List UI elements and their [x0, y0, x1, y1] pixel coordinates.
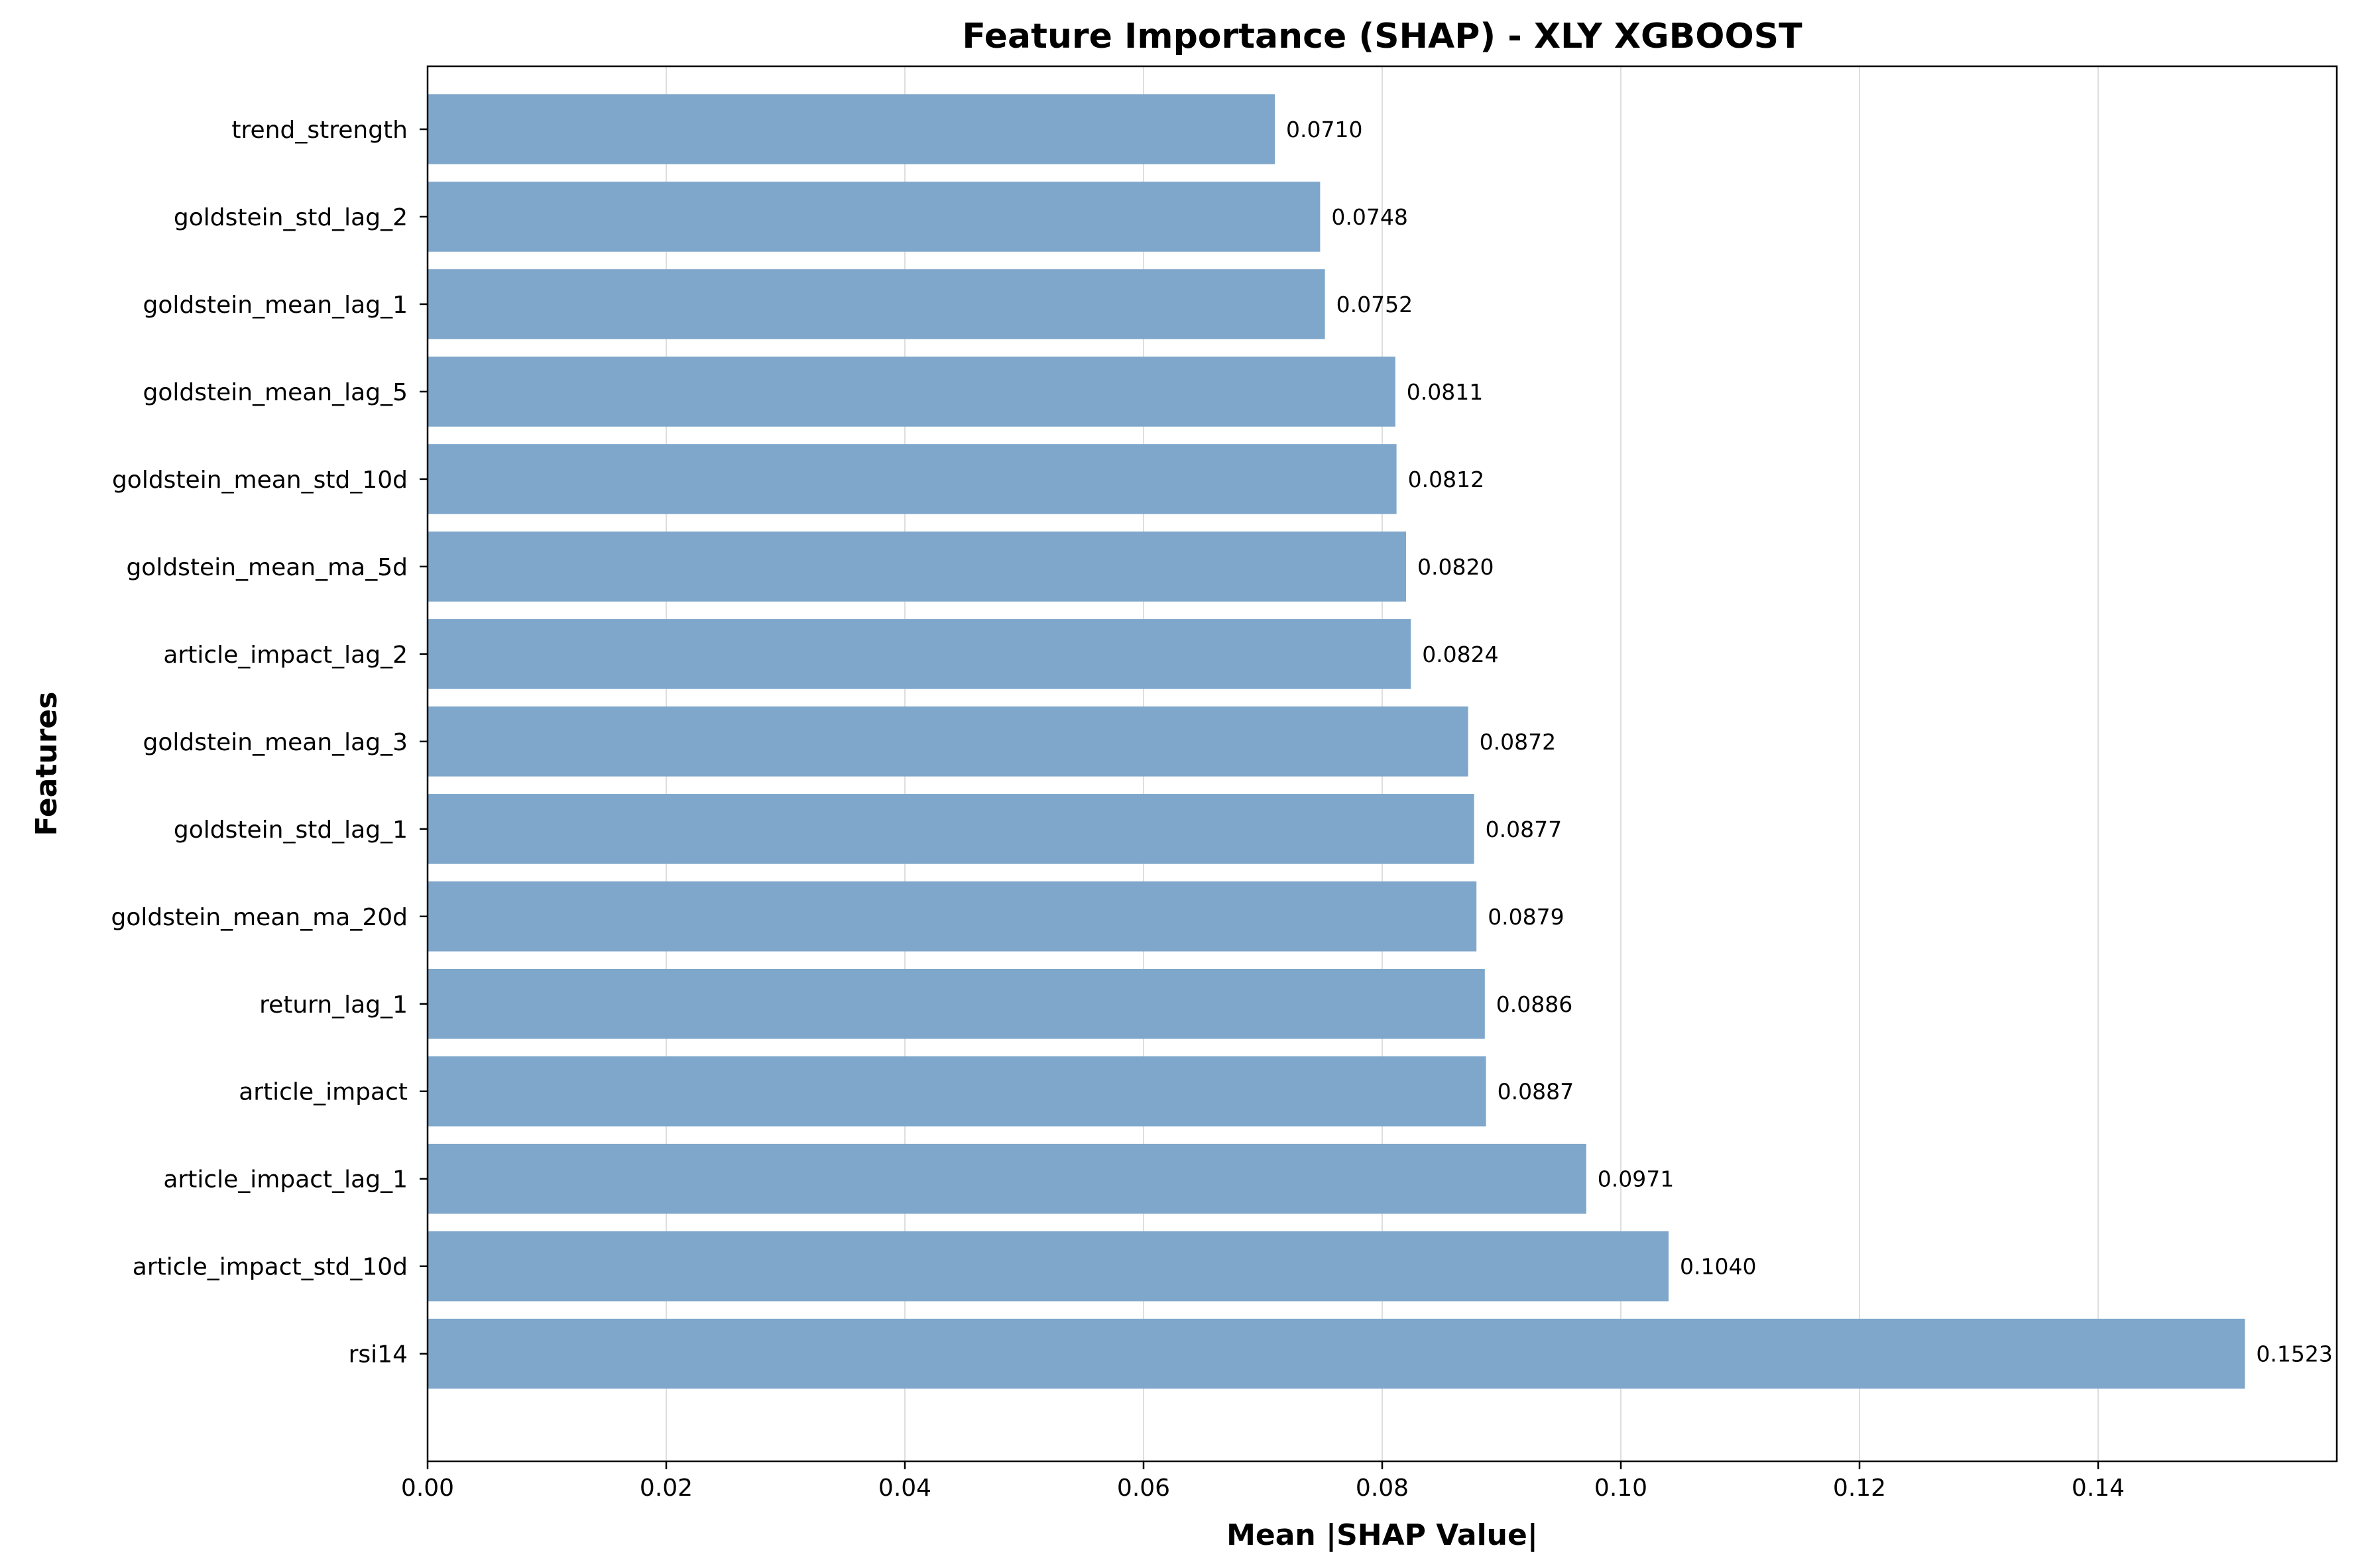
bar-article-impact-lag-2: [428, 619, 1411, 689]
chart-title: Feature Importance (SHAP) - XLY XGBOOST: [962, 17, 1802, 56]
x-tick-label: 0.14: [2072, 1475, 2125, 1502]
bar-value-label: 0.0752: [1336, 292, 1413, 317]
y-tick-label: goldstein_mean_lag_5: [143, 379, 408, 406]
bar-return-lag-1: [428, 968, 1485, 1039]
y-tick-label: article_impact_std_10d: [133, 1254, 408, 1281]
bar-value-label: 0.0879: [1488, 904, 1564, 930]
bar-value-label: 0.0887: [1498, 1079, 1574, 1105]
bar-value-label: 0.0872: [1480, 729, 1556, 755]
y-tick-label: goldstein_mean_lag_1: [143, 292, 408, 319]
y-tick-label: goldstein_mean_ma_20d: [111, 904, 408, 931]
x-tick-label: 0.00: [401, 1475, 454, 1502]
y-tick-label: article_impact_lag_1: [163, 1166, 408, 1194]
y-tick-label: return_lag_1: [259, 991, 408, 1019]
bar-article-impact-std-10d: [428, 1231, 1669, 1302]
x-tick-label: 0.12: [1833, 1475, 1886, 1502]
bar-trend-strength: [428, 94, 1275, 164]
y-tick-label: article_impact_lag_2: [163, 642, 408, 669]
bar-goldstein-mean-lag-3: [428, 706, 1468, 777]
bar-value-label: 0.1040: [1680, 1254, 1756, 1280]
bar-goldstein-std-lag-2: [428, 182, 1321, 252]
bar-value-label: 0.0710: [1286, 117, 1362, 142]
x-axis-label: Mean |SHAP Value|: [1226, 1518, 1538, 1552]
bar-value-label: 0.0824: [1422, 642, 1498, 667]
y-tick-label: goldstein_mean_ma_5d: [126, 554, 408, 581]
y-tick-label: goldstein_std_lag_1: [174, 816, 408, 844]
bar-value-label: 0.0971: [1598, 1166, 1674, 1192]
bar-article-impact: [428, 1056, 1486, 1127]
bar-goldstein-std-lag-1: [428, 794, 1474, 864]
bar-goldstein-mean-lag-5: [428, 357, 1395, 427]
bar-rsi14: [428, 1318, 2245, 1389]
bar-value-label: 0.0811: [1407, 379, 1483, 405]
bar-value-label: 0.0886: [1496, 991, 1572, 1017]
x-tick-label: 0.08: [1356, 1475, 1409, 1502]
bar-value-label: 0.0877: [1486, 816, 1562, 842]
y-axis-ticks: trend_strength goldstein_std_lag_2goldste…: [111, 117, 428, 1369]
x-axis-ticks: 0.00 0.02 0.04 0.06 0.08 0.10 0.12 0.14: [401, 1461, 2125, 1502]
y-axis-label: Features: [30, 692, 64, 836]
x-tick-label: 0.06: [1117, 1475, 1170, 1502]
bar-value-label: 0.0820: [1417, 554, 1494, 580]
bar-value-labels: 0.0710 0.0748 0.0752 0.0811 0.0812 0.0820 0.08…: [1286, 117, 2333, 1367]
y-tick-label: goldstein_mean_lag_3: [143, 729, 408, 756]
x-tick-label: 0.02: [640, 1475, 693, 1502]
bar-value-label: 0.0812: [1408, 467, 1484, 492]
y-tick-label: goldstein_mean_std_10d: [112, 467, 408, 494]
bar-goldstein-mean-lag-1: [428, 269, 1325, 339]
bar-goldstein-mean-ma-5d: [428, 532, 1406, 602]
y-tick-label: goldstein_std_lag_2: [174, 204, 408, 231]
x-tick-label: 0.10: [1594, 1475, 1647, 1502]
bar-value-label: 0.1523: [2256, 1341, 2332, 1367]
bar-goldstein-mean-std-10d: [428, 444, 1397, 514]
y-tick-label: trend_strength: [231, 117, 408, 144]
y-tick-label: rsi14: [349, 1341, 408, 1369]
bar-value-label: 0.0748: [1331, 204, 1407, 230]
bar-goldstein-mean-ma-20d: [428, 881, 1477, 952]
bars: [428, 94, 2245, 1389]
x-tick-label: 0.04: [878, 1475, 931, 1502]
bar-article-impact-lag-1: [428, 1143, 1586, 1214]
y-tick-label: article_impact: [239, 1079, 408, 1106]
